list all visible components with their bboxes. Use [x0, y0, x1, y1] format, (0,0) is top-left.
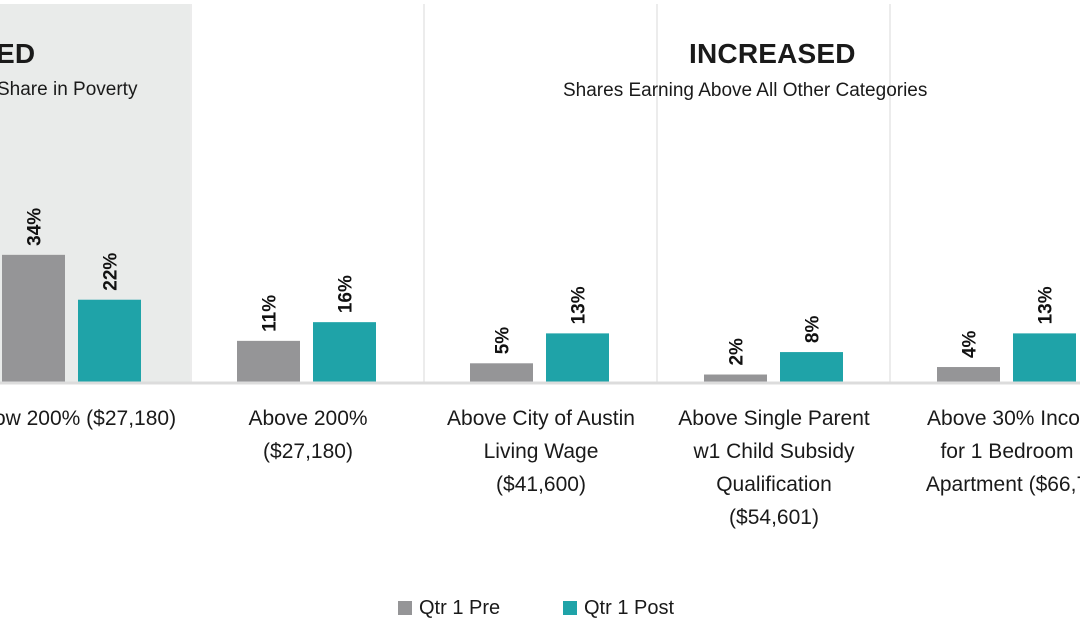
legend-label: Qtr 1 Post	[584, 596, 675, 619]
bar-post	[546, 333, 609, 382]
bar-post	[1013, 333, 1076, 382]
section-divider	[423, 4, 425, 382]
bar-post	[78, 299, 141, 382]
category-label: Above 200% ($27,180)	[248, 407, 368, 463]
bar-pre	[937, 367, 1000, 382]
left-section-title: ED	[0, 38, 36, 69]
section-divider	[889, 4, 891, 382]
data-label: 13%	[569, 286, 590, 324]
left-section-subtitle: Share in Poverty	[0, 79, 138, 100]
legend-item-post: Qtr 1 Post	[563, 594, 674, 621]
right-section-title: INCREASED	[689, 38, 856, 69]
bar-post	[313, 322, 376, 382]
section-divider	[656, 4, 658, 382]
bar-pre	[237, 340, 300, 382]
bar-pre	[470, 363, 533, 382]
right-section-subtitle: Shares Earning Above All Other Categorie…	[563, 80, 928, 101]
data-label: 22%	[101, 253, 122, 291]
category-label: Above Single Parent w1 Child Subsidy Qua…	[678, 407, 870, 529]
section-divider	[190, 4, 192, 382]
category-label: Above City of Austin Living Wage ($41,60…	[447, 407, 635, 496]
category-label: ow 200% ($27,180)	[0, 407, 177, 430]
legend-item-pre: Qtr 1 Pre	[398, 594, 500, 621]
bar-chart: 34% 11% 5% 2% 4% 22% 16% 13% 8% 13%	[0, 208, 1080, 385]
data-label: 13%	[1036, 286, 1057, 324]
data-label: 11%	[260, 295, 281, 332]
data-label: 8%	[803, 316, 824, 344]
bar-pre	[704, 374, 767, 382]
data-label: 2%	[727, 338, 748, 366]
data-label: 5%	[493, 327, 514, 355]
bar-pre	[2, 254, 65, 382]
data-label: 16%	[336, 275, 357, 313]
legend-label: Qtr 1 Pre	[419, 596, 501, 619]
category-label: Above 30% Incor for 1 Bedroom Apartment …	[925, 407, 1080, 496]
legend-swatch	[398, 601, 412, 615]
data-label: 4%	[960, 330, 981, 358]
bar-post	[780, 352, 843, 382]
legend-swatch	[563, 601, 577, 615]
data-label: 34%	[25, 208, 46, 246]
